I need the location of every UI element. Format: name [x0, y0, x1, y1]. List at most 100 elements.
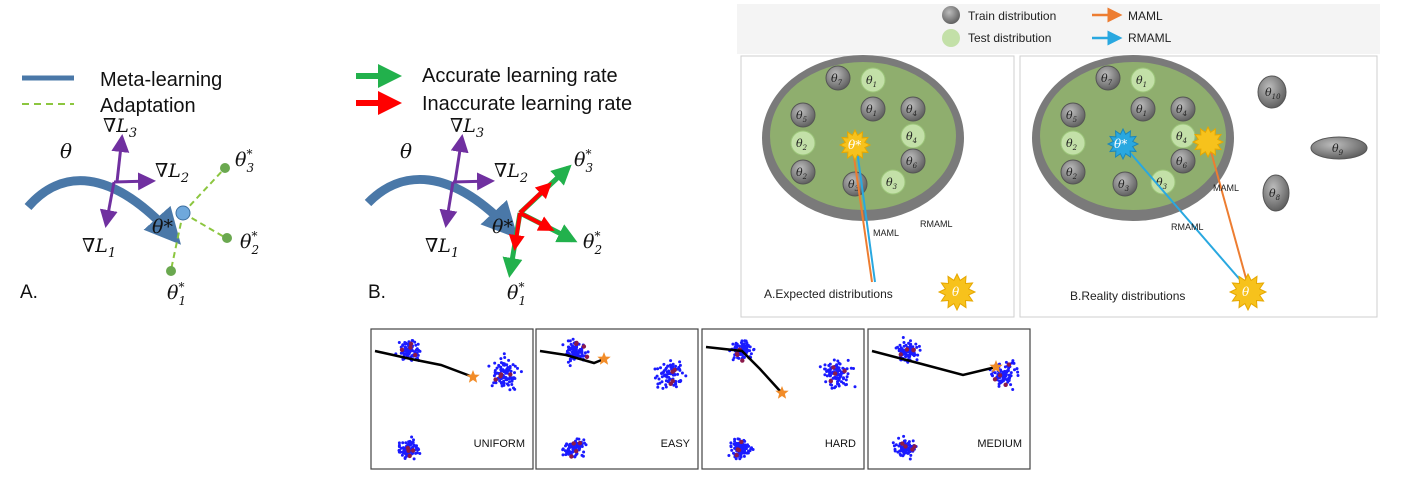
cluster-point	[1011, 359, 1015, 363]
task-node-icon	[900, 123, 926, 149]
adaptation-lines	[170, 167, 227, 271]
panel-a-tag: A.	[20, 282, 38, 303]
cluster-point	[1011, 388, 1015, 391]
cluster-point	[835, 368, 839, 372]
scatter-panel-medium: MEDIUM	[867, 328, 1031, 470]
trajectory-end-star-icon	[775, 386, 789, 399]
cluster-point	[842, 377, 845, 381]
cluster-point	[409, 442, 413, 446]
cluster-point	[818, 365, 822, 369]
cluster-point	[667, 375, 671, 379]
cluster-point	[742, 342, 746, 346]
cluster-point	[656, 385, 660, 389]
legend-inaccurate-label: Inaccurate learning rate	[422, 93, 632, 115]
cluster-point	[660, 371, 664, 375]
task-node-icon	[860, 67, 886, 93]
cluster-point	[741, 345, 745, 349]
cluster-point	[659, 366, 662, 370]
task-node-label: θ4	[906, 103, 917, 118]
cluster-point	[743, 339, 747, 343]
cluster-point	[401, 450, 405, 454]
cluster-point	[403, 456, 407, 460]
cluster-highlight-point	[842, 368, 847, 374]
cluster-point	[845, 375, 849, 379]
cluster-point	[896, 345, 899, 349]
cluster-point	[829, 383, 832, 386]
cluster-point	[1009, 371, 1013, 375]
cluster-point	[411, 339, 415, 343]
cluster-point	[657, 377, 661, 381]
trajectory-line	[374, 349, 474, 379]
trajectory-end-star-icon	[597, 352, 611, 365]
reality-maml-star-icon	[1191, 125, 1225, 159]
scatter-panel-label: EASY	[661, 438, 691, 450]
reality-rmaml-label: RMAML	[1171, 222, 1204, 232]
cluster-point	[739, 451, 743, 455]
task-node-label: θ2	[1066, 166, 1078, 181]
task-node-label: θ1	[866, 103, 877, 118]
task-node-icon	[1060, 102, 1086, 128]
cluster-point	[1016, 374, 1020, 377]
cluster-point	[567, 452, 570, 456]
train-dist-label: Train distribution	[968, 9, 1056, 23]
reality-theta-label: θ	[1242, 285, 1250, 299]
cluster-point	[733, 439, 737, 443]
cluster-point	[666, 372, 670, 376]
cluster-point	[906, 451, 910, 455]
cluster-point	[902, 341, 906, 344]
cluster-point	[898, 343, 902, 347]
cluster-point	[416, 353, 420, 357]
scatter-panel-easy: EASY	[535, 328, 699, 470]
cluster-point	[516, 366, 519, 370]
cluster-point	[846, 372, 850, 376]
cluster-point	[825, 374, 829, 378]
cluster-point	[398, 450, 402, 454]
theta1-label: θ* 1	[167, 280, 186, 308]
cluster-point	[1013, 368, 1016, 372]
task-node-label: θ2	[1066, 137, 1078, 152]
cluster-point	[746, 343, 750, 347]
cluster-point	[897, 444, 901, 448]
theta-star-point	[175, 205, 191, 221]
cluster-point	[581, 354, 585, 358]
cluster-point	[568, 364, 572, 368]
cluster-point	[505, 382, 509, 386]
theta3-point	[220, 163, 230, 173]
task-node-label: θ4	[1176, 103, 1187, 118]
grad-l2-arrow-b	[452, 172, 495, 191]
cluster-point	[838, 362, 842, 366]
cluster-point	[583, 441, 586, 445]
cluster-point	[397, 341, 401, 344]
cluster-point	[513, 371, 516, 375]
cluster-point	[566, 360, 570, 364]
cluster-point	[1016, 370, 1020, 374]
cluster-point	[669, 363, 672, 367]
expected-theta-star-label: θ*	[848, 138, 861, 152]
theta-label-b: θ	[400, 139, 412, 163]
distribution-figure: Train distribution Test distribution MAM…	[737, 4, 1380, 318]
cluster-point	[507, 377, 511, 381]
cluster-point	[582, 450, 586, 454]
ood-task-node-icon	[1262, 174, 1290, 212]
cluster-highlight-point	[584, 354, 590, 359]
reality-maml-line	[1209, 147, 1248, 283]
cluster-point	[902, 434, 906, 438]
cluster-point	[400, 446, 403, 450]
cluster-highlight-point	[900, 441, 905, 446]
cluster-point	[563, 449, 567, 453]
cluster-point	[664, 383, 668, 387]
cluster-point	[846, 358, 850, 362]
cluster-point	[743, 347, 747, 351]
cluster-point	[837, 382, 841, 386]
cluster-point	[731, 358, 735, 362]
cluster-point	[576, 350, 580, 354]
cluster-point	[586, 350, 590, 354]
theta-star-label: θ*	[152, 216, 173, 238]
cluster-point	[729, 441, 733, 445]
cluster-point	[1006, 369, 1010, 373]
cluster-highlight-point	[577, 440, 583, 446]
cluster-point	[736, 356, 740, 360]
cluster-point	[508, 388, 512, 392]
grad-l1-arrow	[99, 181, 118, 228]
cluster-point	[741, 355, 745, 358]
